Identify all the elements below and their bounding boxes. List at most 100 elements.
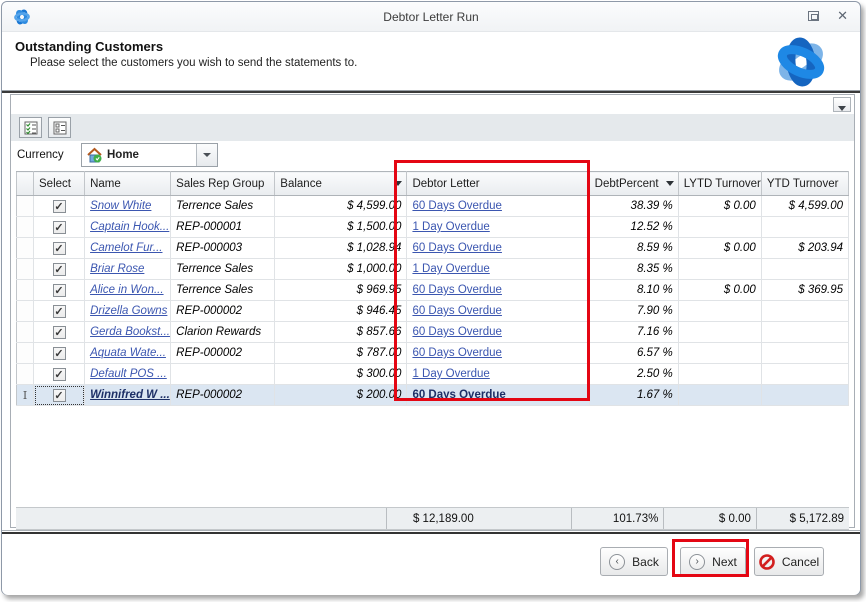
sales-rep-group-cell: REP-000003 <box>170 237 276 259</box>
debtor-letter-cell: 1 Day Overdue <box>406 363 590 385</box>
debtor-letter-link[interactable]: 60 Days Overdue <box>412 389 506 401</box>
column-header-debt-percent[interactable]: DebtPercent <box>588 171 679 196</box>
table-row[interactable]: ✓ Gerda Bookst... Clarion Rewards $ 857.66 6… <box>15 321 850 343</box>
debtor-letter-link[interactable]: 1 Day Overdue <box>412 221 490 233</box>
app-logo-icon <box>11 6 33 33</box>
currency-row: Currency Home <box>11 141 854 170</box>
debtor-letter-link[interactable]: 60 Days Overdue <box>412 347 502 359</box>
row-select-checkbox[interactable]: ✓ <box>52 388 66 402</box>
debtor-letter-cell: 1 Day Overdue <box>406 216 590 238</box>
row-select-cell[interactable]: ✓ <box>33 342 86 364</box>
back-button[interactable]: ‹ Back <box>600 547 668 576</box>
customer-name-link[interactable]: Camelot Fur... <box>90 242 163 254</box>
row-select-cell[interactable]: ✓ <box>33 279 86 301</box>
customer-name-link[interactable]: Alice in Won... <box>90 284 164 296</box>
table-row[interactable]: ✓ Aquata Wate... REP-000002 $ 787.00 60 Days… <box>15 342 850 364</box>
column-header-sales-rep-group[interactable]: Sales Rep Group <box>170 171 276 196</box>
table-row[interactable]: ✓ Briar Rose Terrence Sales $ 1,000.00 1 Day… <box>15 258 850 280</box>
cancel-button[interactable]: Cancel <box>754 547 824 576</box>
debtor-letter-link[interactable]: 1 Day Overdue <box>412 263 490 275</box>
sales-rep-group-cell: Clarion Rewards <box>170 321 276 343</box>
table-row[interactable]: ✓ Captain Hook... REP-000001 $ 1,500.00 1 Da… <box>15 216 850 238</box>
row-select-checkbox[interactable]: ✓ <box>52 220 66 234</box>
customer-name-cell: Camelot Fur... <box>84 237 172 259</box>
filter-arrow-icon[interactable] <box>665 181 674 186</box>
column-header-select[interactable]: Select <box>33 171 86 196</box>
customer-name-cell: Gerda Bookst... <box>84 321 172 343</box>
table-row[interactable]: I ✓ Winnifred W ... REP-000002 $ 200.00 60 Da… <box>15 384 850 406</box>
balance-cell: $ 946.45 <box>274 300 408 322</box>
next-button[interactable]: › Next <box>680 547 746 576</box>
lytd-turnover-cell <box>677 384 762 406</box>
row-select-checkbox[interactable]: ✓ <box>52 325 66 339</box>
customer-name-link[interactable]: Snow White <box>90 200 152 212</box>
row-select-cell[interactable]: ✓ <box>33 363 86 385</box>
sales-rep-group-cell: Terrence Sales <box>170 258 276 280</box>
table-header-row: Select Name Sales Rep Group Balance Debt… <box>15 171 850 196</box>
deselect-all-button[interactable] <box>48 117 71 138</box>
balance-cell: $ 1,500.00 <box>274 216 408 238</box>
debtor-letter-link[interactable]: 60 Days Overdue <box>412 326 502 338</box>
title-bar[interactable]: Debtor Letter Run ✕ <box>2 2 860 32</box>
row-select-checkbox[interactable]: ✓ <box>52 367 66 381</box>
row-select-cell[interactable]: ✓ <box>33 258 86 280</box>
debtor-letter-cell: 60 Days Overdue <box>406 300 590 322</box>
filter-arrow-icon[interactable] <box>394 181 403 186</box>
debtor-letter-link[interactable]: 60 Days Overdue <box>412 305 502 317</box>
row-select-cell[interactable]: ✓ <box>33 300 86 322</box>
row-select-checkbox[interactable]: ✓ <box>52 283 66 297</box>
currency-combobox[interactable]: Home <box>81 143 218 167</box>
currency-label: Currency <box>17 149 64 161</box>
customer-name-link[interactable]: Drizella Gowns <box>90 305 168 317</box>
row-select-checkbox[interactable]: ✓ <box>52 346 66 360</box>
check-all-icon <box>24 121 37 134</box>
row-select-checkbox[interactable]: ✓ <box>52 241 66 255</box>
row-select-checkbox[interactable]: ✓ <box>52 262 66 276</box>
column-header-ytd-turnover[interactable]: YTD Turnover <box>760 171 850 196</box>
close-icon[interactable]: ✕ <box>837 8 848 23</box>
table-row[interactable]: ✓ Alice in Won... Terrence Sales $ 969.95 60… <box>15 279 850 301</box>
customer-name-link[interactable]: Gerda Bookst... <box>90 326 170 338</box>
row-select-checkbox[interactable]: ✓ <box>52 304 66 318</box>
balance-cell: $ 787.00 <box>274 342 408 364</box>
debt-percent-cell: 8.35 % <box>588 258 679 280</box>
customer-name-link[interactable]: Default POS ... <box>90 368 167 380</box>
table-row[interactable]: ✓ Default POS ... $ 300.00 1 Day Overdue 2.5… <box>15 363 850 385</box>
lytd-turnover-cell <box>677 216 762 238</box>
panel-options-dropdown-button[interactable] <box>833 97 851 112</box>
lytd-turnover-cell: $ 0.00 <box>677 279 762 301</box>
debtor-letter-cell: 60 Days Overdue <box>406 384 590 406</box>
column-header-name[interactable]: Name <box>84 171 172 196</box>
row-select-cell[interactable]: ✓ <box>33 384 86 406</box>
sales-rep-group-cell: REP-000002 <box>170 342 276 364</box>
table-row[interactable]: ✓ Snow White Terrence Sales $ 4,599.00 60 Da… <box>15 195 850 217</box>
row-select-cell[interactable]: ✓ <box>33 216 86 238</box>
select-all-button[interactable] <box>19 117 42 138</box>
row-select-cell[interactable]: ✓ <box>33 237 86 259</box>
row-select-cell[interactable]: ✓ <box>33 321 86 343</box>
debtor-letter-link[interactable]: 60 Days Overdue <box>412 242 502 254</box>
customer-name-link[interactable]: Captain Hook... <box>90 221 170 233</box>
row-select-cell[interactable]: ✓ <box>33 195 86 217</box>
debtor-letter-link[interactable]: 1 Day Overdue <box>412 368 490 380</box>
table-row[interactable]: ✓ Camelot Fur... REP-000003 $ 1,028.94 60 Da… <box>15 237 850 259</box>
restore-icon[interactable] <box>808 10 820 21</box>
column-header-lytd-turnover[interactable]: LYTD Turnover <box>677 171 762 196</box>
debtor-letter-cell: 60 Days Overdue <box>406 195 590 217</box>
ytd-turnover-cell <box>760 216 850 238</box>
ytd-turnover-cell <box>760 300 850 322</box>
customer-name-link[interactable]: Aquata Wate... <box>90 347 166 359</box>
balance-cell: $ 200.00 <box>274 384 408 406</box>
debtor-letter-link[interactable]: 60 Days Overdue <box>412 200 502 212</box>
column-header-debtor-letter[interactable]: Debtor Letter <box>406 171 590 196</box>
table-row[interactable]: ✓ Drizella Gowns REP-000002 $ 946.45 60 Days… <box>15 300 850 322</box>
uncheck-all-icon <box>53 121 66 134</box>
customer-name-link[interactable]: Winnifred W ... <box>90 389 170 401</box>
currency-dropdown-button[interactable] <box>196 144 217 166</box>
customer-name-link[interactable]: Briar Rose <box>90 263 145 275</box>
debt-percent-cell: 7.16 % <box>588 321 679 343</box>
column-header-balance[interactable]: Balance <box>274 171 408 196</box>
ytd-turnover-cell <box>760 384 850 406</box>
debtor-letter-link[interactable]: 60 Days Overdue <box>412 284 502 296</box>
row-select-checkbox[interactable]: ✓ <box>52 199 66 213</box>
